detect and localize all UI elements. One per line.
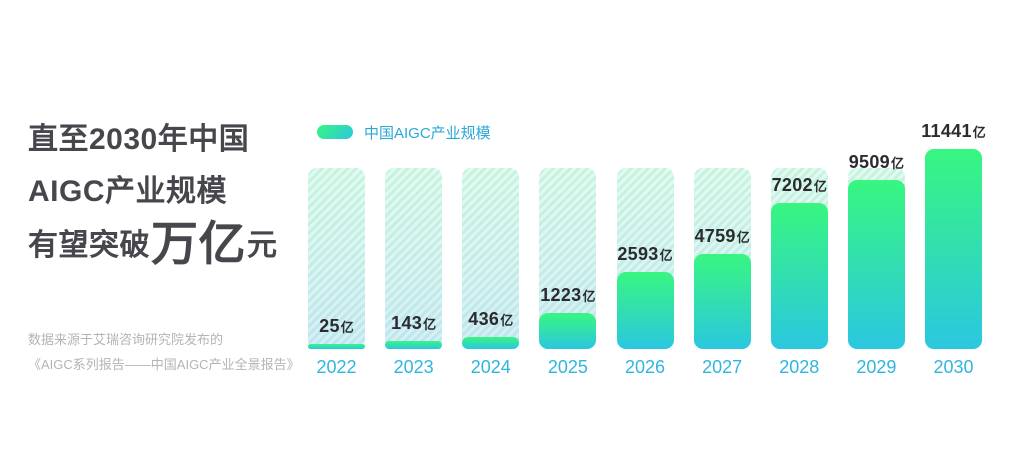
value-label: 2593亿 bbox=[617, 245, 672, 265]
x-axis-label: 2028 bbox=[779, 357, 820, 377]
value-number: 11441 bbox=[921, 121, 972, 141]
value-unit: 亿 bbox=[972, 125, 986, 140]
data-source-note: 数据来源于艾瑞咨询研究院发布的 《AIGC系列报告——中国AIGC产业全景报告》 bbox=[28, 327, 300, 377]
value-number: 436 bbox=[468, 309, 500, 329]
value-label: 1223亿 bbox=[540, 286, 595, 306]
value-number: 4759 bbox=[694, 226, 736, 246]
x-axis-label: 2030 bbox=[933, 357, 974, 377]
bar-2026 bbox=[616, 272, 674, 349]
bar-track bbox=[308, 168, 365, 349]
value-number: 2593 bbox=[617, 244, 659, 264]
value-number: 1223 bbox=[540, 285, 582, 305]
x-axis-label: 2022 bbox=[316, 357, 357, 377]
value-label: 436亿 bbox=[468, 310, 513, 330]
value-label: 9509亿 bbox=[849, 153, 904, 173]
chart-column-2030: 11441亿 2030 bbox=[921, 122, 986, 377]
value-number: 25 bbox=[319, 316, 340, 336]
x-axis-label: 2024 bbox=[470, 357, 511, 377]
value-unit: 亿 bbox=[500, 313, 514, 328]
data-source-line-1: 数据来源于艾瑞咨询研究院发布的 bbox=[28, 332, 224, 347]
x-axis-label: 2027 bbox=[702, 357, 743, 377]
headline-line-2: AIGC产业规模 bbox=[28, 175, 227, 208]
value-unit: 亿 bbox=[736, 230, 750, 245]
headline-line-3-prefix: 有望突破 bbox=[28, 229, 150, 262]
headline-line-3: 有望突破万亿元 bbox=[28, 218, 278, 272]
bar-2022 bbox=[308, 344, 365, 349]
value-label: 7202亿 bbox=[772, 176, 827, 196]
x-axis-label: 2025 bbox=[547, 357, 588, 377]
value-number: 9509 bbox=[848, 152, 890, 172]
value-unit: 亿 bbox=[340, 320, 354, 335]
bar-2030 bbox=[925, 149, 982, 349]
x-axis-label: 2026 bbox=[624, 357, 666, 377]
value-unit: 亿 bbox=[582, 289, 596, 304]
chart-column-2022: 25亿 2022 bbox=[308, 168, 365, 377]
legend: 中国AIGC产业规模 bbox=[317, 122, 491, 142]
headline-line-1: 直至2030年中国 bbox=[28, 123, 250, 156]
data-source-line-2: 《AIGC系列报告——中国AIGC产业全景报告》 bbox=[28, 357, 300, 372]
value-unit: 亿 bbox=[423, 317, 437, 332]
chart-column-2024: 436亿 2024 bbox=[462, 168, 520, 377]
chart-column-2027: 4759亿 2027 bbox=[693, 168, 751, 377]
headline-highlight: 万亿 bbox=[151, 217, 246, 270]
value-label: 143亿 bbox=[391, 314, 436, 334]
bar-2023 bbox=[385, 341, 443, 349]
headline: 直至2030年中国 AIGC产业规模 有望突破万亿元 bbox=[28, 114, 278, 272]
bar-2024 bbox=[462, 337, 520, 349]
bar-chart: 25亿 2022 143亿 2023 436亿 2024 1223亿 2025 2593亿 202… bbox=[308, 122, 986, 377]
legend-swatch-icon bbox=[317, 125, 353, 139]
value-number: 7202 bbox=[771, 175, 813, 195]
chart-column-2026: 2593亿 2026 bbox=[616, 168, 674, 377]
value-unit: 亿 bbox=[659, 248, 673, 263]
headline-line-3-suffix: 元 bbox=[247, 229, 278, 262]
value-label: 4759亿 bbox=[694, 227, 749, 247]
chart-column-2029: 9509亿 2029 bbox=[847, 153, 905, 377]
legend-label: 中国AIGC产业规模 bbox=[364, 124, 491, 142]
bar-track bbox=[462, 168, 520, 349]
bar-track bbox=[385, 168, 443, 349]
bar-2027 bbox=[693, 254, 751, 349]
x-axis-label: 2023 bbox=[393, 357, 434, 377]
bar-2029 bbox=[847, 180, 905, 349]
value-number: 143 bbox=[391, 313, 423, 333]
chart-column-2025: 1223亿 2025 bbox=[539, 168, 597, 377]
value-label: 25亿 bbox=[319, 317, 354, 337]
chart-column-2028: 7202亿 2028 bbox=[770, 168, 828, 377]
x-axis-label: 2029 bbox=[856, 357, 897, 377]
bar-2028 bbox=[770, 203, 828, 349]
value-label: 11441亿 bbox=[921, 122, 986, 142]
bar-2025 bbox=[539, 313, 597, 349]
chart-column-2023: 143亿 2023 bbox=[385, 168, 443, 377]
value-unit: 亿 bbox=[890, 156, 905, 171]
value-unit: 亿 bbox=[813, 179, 827, 194]
